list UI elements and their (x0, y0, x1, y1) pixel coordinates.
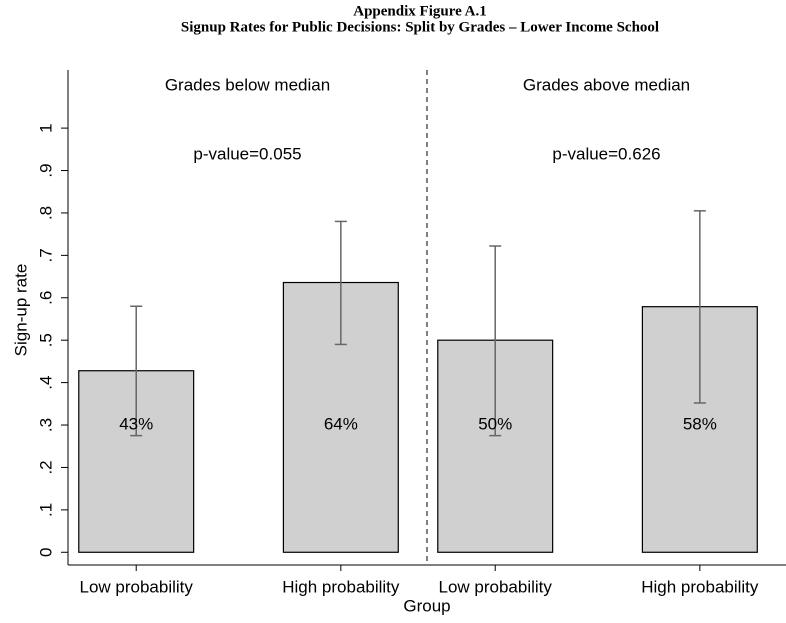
data-label: 43% (119, 415, 153, 434)
error-bar (489, 245, 502, 437)
error-bar (334, 220, 347, 346)
panel-title: Grades above median (523, 75, 690, 94)
data-label: 58% (683, 415, 717, 434)
x-tick-label: Low probability (439, 577, 553, 596)
y-tick-label: .4 (36, 376, 55, 390)
error-bar (130, 305, 143, 437)
chart-title: Appendix Figure A.1 (353, 3, 487, 19)
y-axis-label: Sign-up rate (11, 264, 30, 357)
x-tick-label: High probability (641, 577, 759, 596)
x-axis-label: Group (403, 596, 450, 615)
y-tick-label: .8 (36, 206, 55, 220)
y-tick-label: .5 (36, 333, 55, 347)
x-tick-label: Low probability (80, 577, 194, 596)
chart-title: Signup Rates for Public Decisions: Split… (181, 19, 659, 35)
y-tick-label: .7 (36, 248, 55, 262)
y-tick-label: .2 (36, 460, 55, 474)
y-tick-label: .6 (36, 291, 55, 305)
data-label: 64% (324, 415, 358, 434)
annotation: p-value=0.055 (193, 144, 301, 163)
x-tick-label: High probability (282, 577, 400, 596)
y-tick-label: 0 (36, 548, 55, 557)
y-tick-label: .3 (36, 418, 55, 432)
annotation: p-value=0.626 (552, 144, 660, 163)
panel-title: Grades below median (165, 75, 330, 94)
y-tick-label: .1 (36, 503, 55, 517)
data-label: 50% (478, 415, 512, 434)
y-tick-label: 1 (36, 123, 55, 132)
error-bar (693, 210, 706, 404)
y-tick-label: .9 (36, 163, 55, 177)
